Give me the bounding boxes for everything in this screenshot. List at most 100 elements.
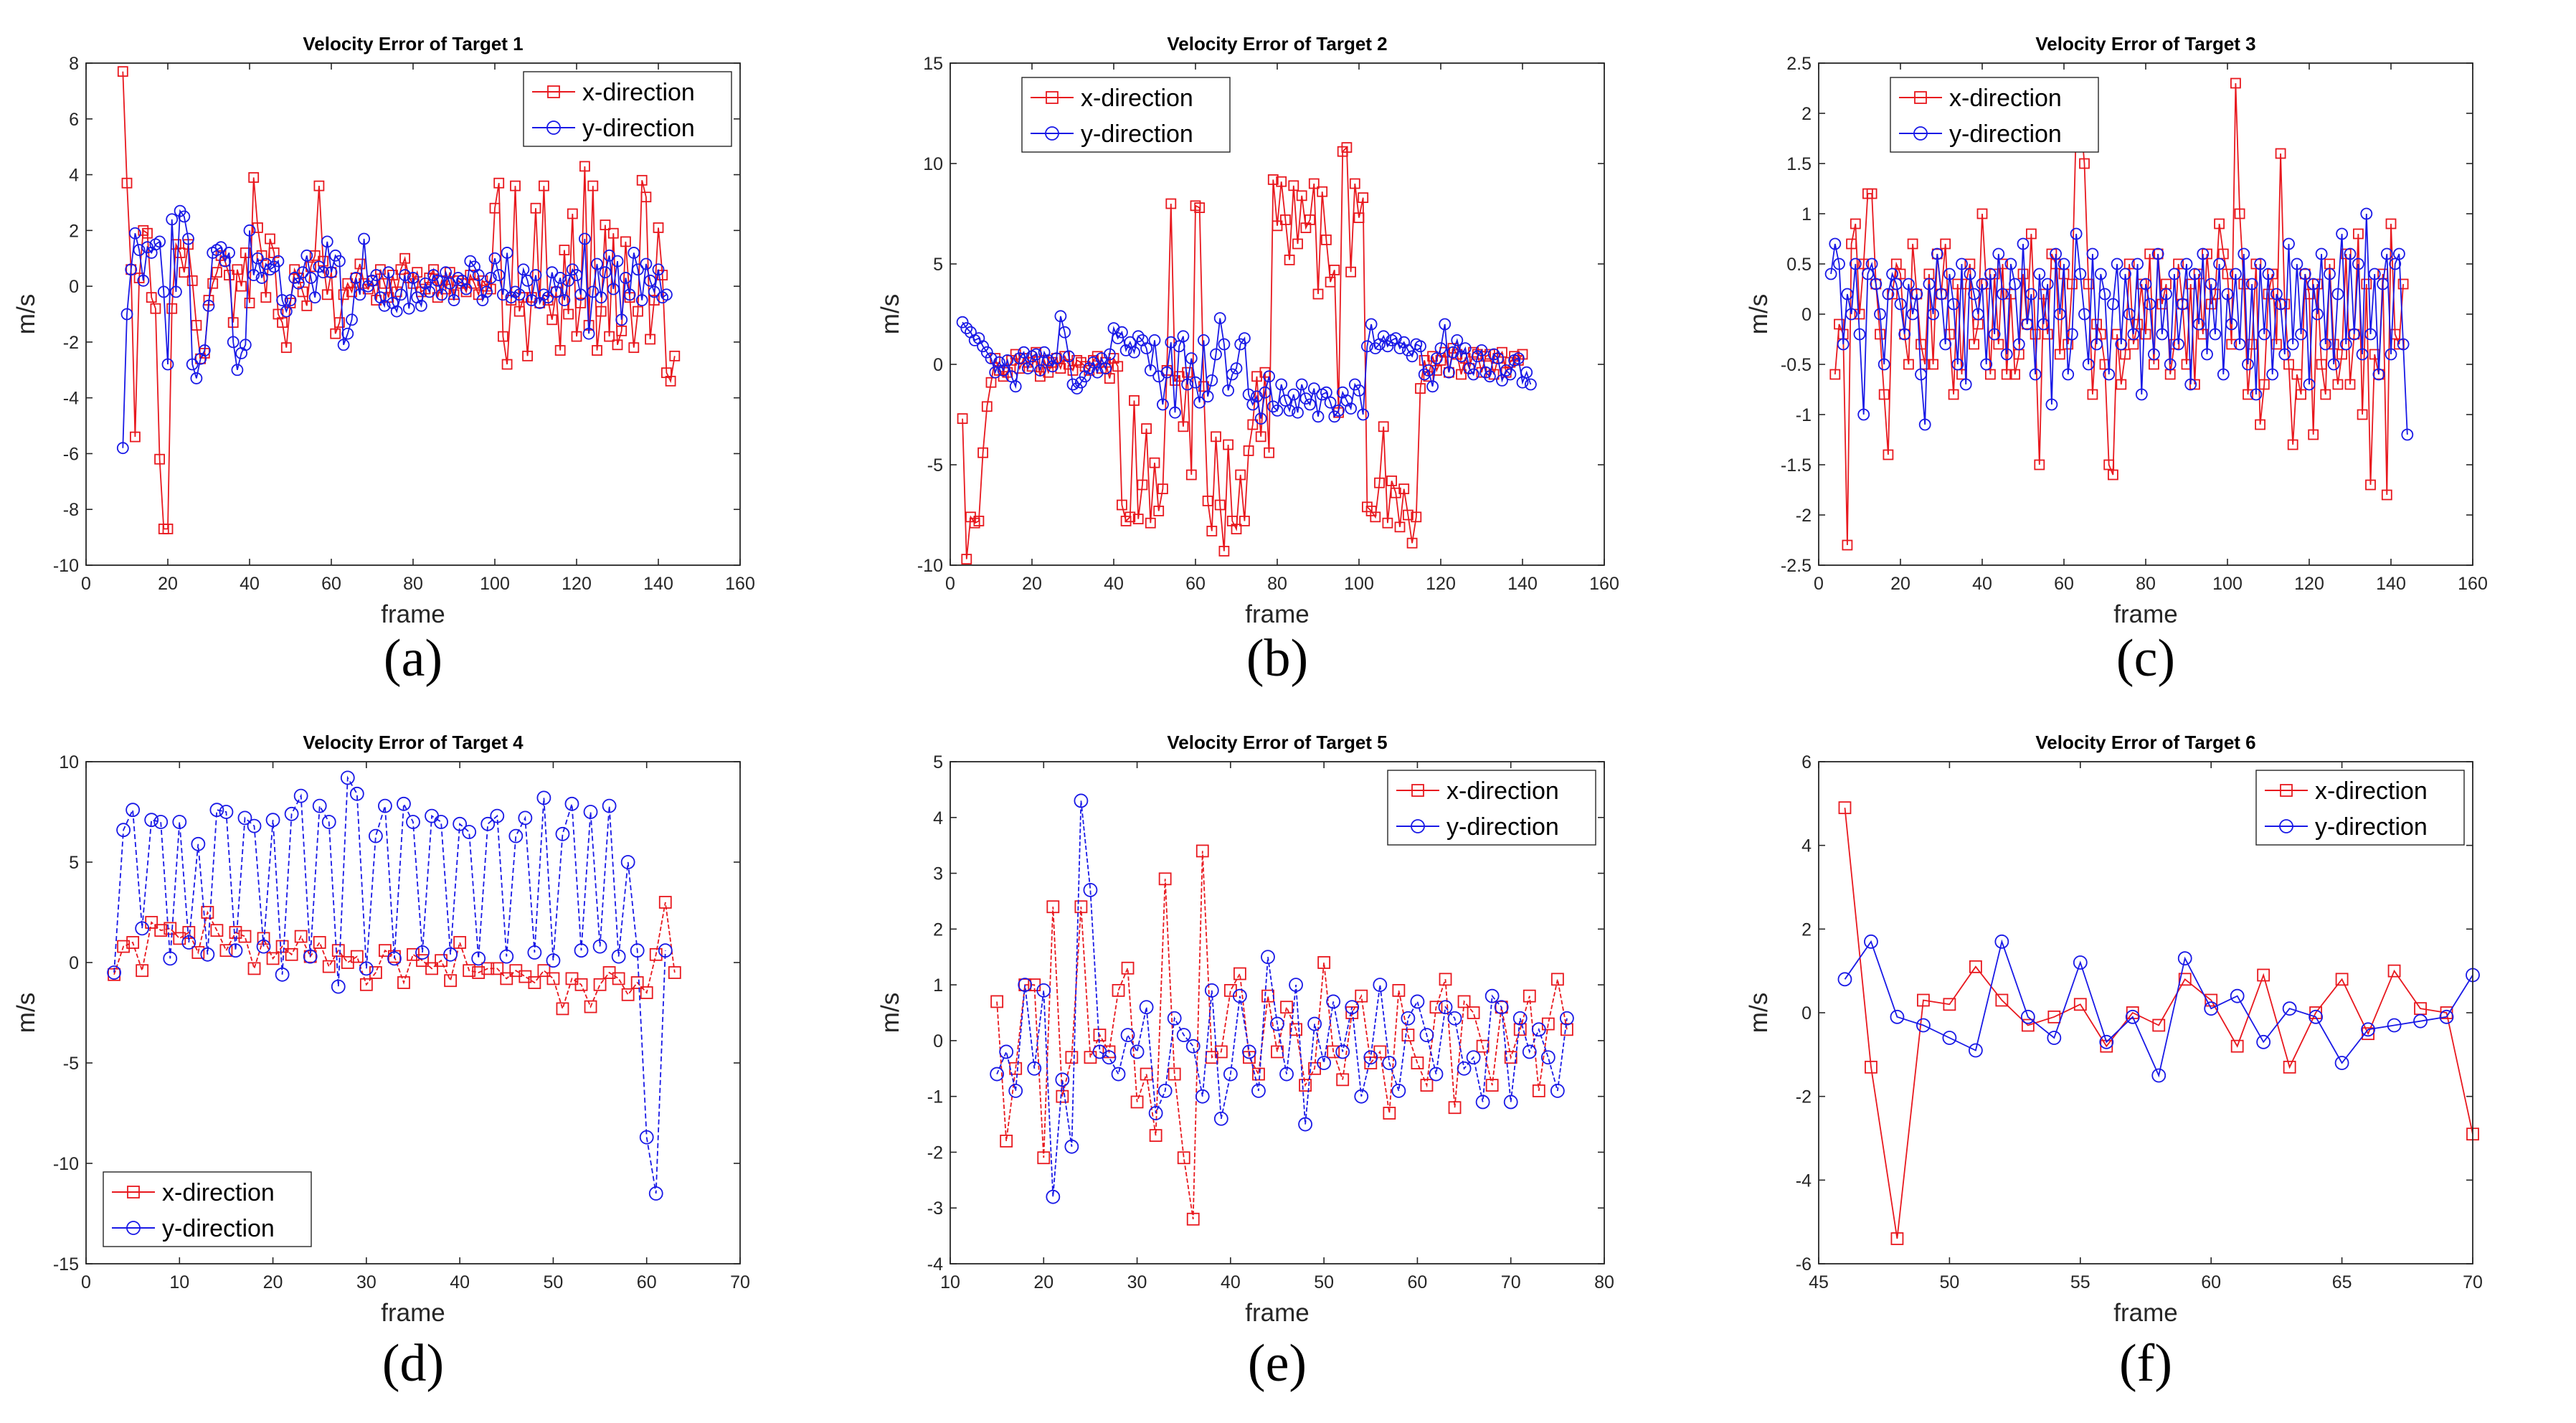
y-direction-point	[163, 951, 178, 966]
x-tick-label: 10	[940, 1272, 960, 1292]
y-direction-point	[1345, 1000, 1360, 1015]
y-tick-label: 0	[69, 277, 79, 297]
y-direction-point	[583, 805, 598, 819]
x-direction-point	[1378, 421, 1389, 432]
x-direction-point	[232, 264, 243, 275]
x-tick-label: 80	[1594, 1272, 1614, 1292]
y-direction-point	[1522, 1044, 1537, 1059]
y-tick-label: -6	[63, 444, 79, 464]
y-direction-point	[443, 277, 456, 290]
x-direction-point	[1149, 1129, 1162, 1143]
y-direction-point	[1120, 1028, 1135, 1043]
y-direction-point	[1503, 1095, 1518, 1110]
y-direction-point	[1443, 366, 1455, 379]
x-direction-point	[658, 896, 672, 909]
x-direction-point	[1411, 1056, 1424, 1069]
y-direction-point	[144, 813, 159, 828]
x-direction-point	[1112, 361, 1124, 372]
y-direction-point	[517, 263, 530, 276]
legend-label: y-direction	[162, 1215, 275, 1242]
y-direction-point	[2135, 388, 2148, 401]
y-direction-point	[1008, 1083, 1023, 1098]
y-direction-point	[1393, 342, 1406, 355]
panel-label: (b)	[1246, 629, 1308, 688]
x-direction-point	[1948, 389, 1959, 400]
y-direction-point	[1193, 396, 1206, 409]
x-axis-label: frame	[2113, 600, 2177, 628]
y-direction-point	[1457, 1061, 1472, 1076]
y-direction-point	[1849, 257, 1862, 270]
y-direction-point	[440, 266, 452, 279]
y-direction-point	[1185, 1039, 1201, 1054]
x-direction-point	[238, 930, 252, 943]
x-direction-point	[489, 202, 501, 214]
x-direction-point	[313, 936, 326, 949]
x-direction-point	[117, 66, 128, 77]
y-direction-point	[2372, 368, 2385, 381]
x-direction-point	[1341, 142, 1353, 153]
x-direction-point	[551, 286, 562, 298]
y-tick-label: 2	[1801, 104, 1812, 124]
y-direction-point	[521, 274, 534, 287]
x-direction-point	[1035, 371, 1046, 382]
y-direction-point	[1287, 388, 1300, 401]
y-direction-point	[2344, 247, 2357, 260]
y-direction-point	[1198, 334, 1210, 346]
y-direction-point	[527, 945, 542, 960]
y-direction-point	[256, 939, 271, 954]
y-direction-point	[1266, 400, 1279, 413]
x-direction-point	[240, 247, 251, 258]
chart-panel-6: 45 50 55 60 65 70 -6 -4 -2 0 2 4 6 Velocity Error of …	[1745, 732, 2483, 1327]
x-direction-point	[498, 331, 508, 342]
y-direction-point	[1292, 406, 1304, 419]
y-direction-point	[1434, 342, 1447, 355]
x-direction-point	[1252, 1067, 1265, 1081]
x-direction-point	[537, 964, 551, 978]
y-direction-point	[1853, 328, 1866, 341]
y-direction-point	[1496, 374, 1508, 387]
x-direction-point	[491, 962, 504, 975]
y-direction-point	[1483, 370, 1496, 383]
x-direction-point	[1353, 212, 1365, 224]
legend-circle-marker	[1045, 126, 1059, 141]
y-direction-point	[518, 810, 533, 826]
y-direction-point	[181, 935, 196, 950]
y-direction-point	[1242, 388, 1255, 401]
y-direction-point	[1915, 368, 1927, 381]
x-direction-point	[500, 972, 513, 985]
x-direction-point	[2144, 248, 2156, 260]
y-direction-point	[1956, 257, 1968, 270]
x-direction-point	[2387, 964, 2401, 978]
x-direction-point	[1304, 214, 1315, 225]
y-direction-point	[1148, 334, 1161, 346]
x-direction-point	[1067, 364, 1079, 376]
x-direction-point	[2230, 77, 2241, 89]
y-direction-point	[1512, 352, 1525, 365]
x-direction-point	[1943, 998, 1956, 1011]
x-direction-point	[1137, 479, 1148, 491]
y-direction-point	[1559, 1011, 1574, 1026]
x-direction-point	[313, 180, 325, 192]
x-direction-point	[2021, 1018, 2035, 1032]
x-direction-point	[981, 401, 993, 412]
y-direction-point	[1055, 1072, 1070, 1087]
y-tick-label: -10	[917, 556, 943, 576]
y-direction-point	[378, 798, 392, 813]
y-direction-point	[1027, 1061, 1042, 1076]
y-direction-point	[1520, 366, 1533, 379]
x-direction-point	[522, 350, 533, 361]
x-direction-point	[210, 924, 224, 937]
y-direction-point	[1504, 368, 1517, 381]
chart-title: Velocity Error of Target 1	[303, 33, 523, 55]
x-direction-point	[1194, 202, 1206, 214]
y-direction-point	[508, 828, 524, 843]
y-direction-point	[202, 299, 215, 312]
x-direction-point	[1550, 973, 1564, 986]
y-direction-point	[2392, 247, 2405, 260]
y-direction-point	[2256, 1034, 2271, 1049]
x-direction-point	[1141, 423, 1152, 434]
y-direction-point	[977, 340, 989, 353]
x-tick-label: 45	[1809, 1272, 1829, 1292]
y-direction-point	[272, 255, 285, 268]
x-direction-point	[154, 453, 166, 465]
